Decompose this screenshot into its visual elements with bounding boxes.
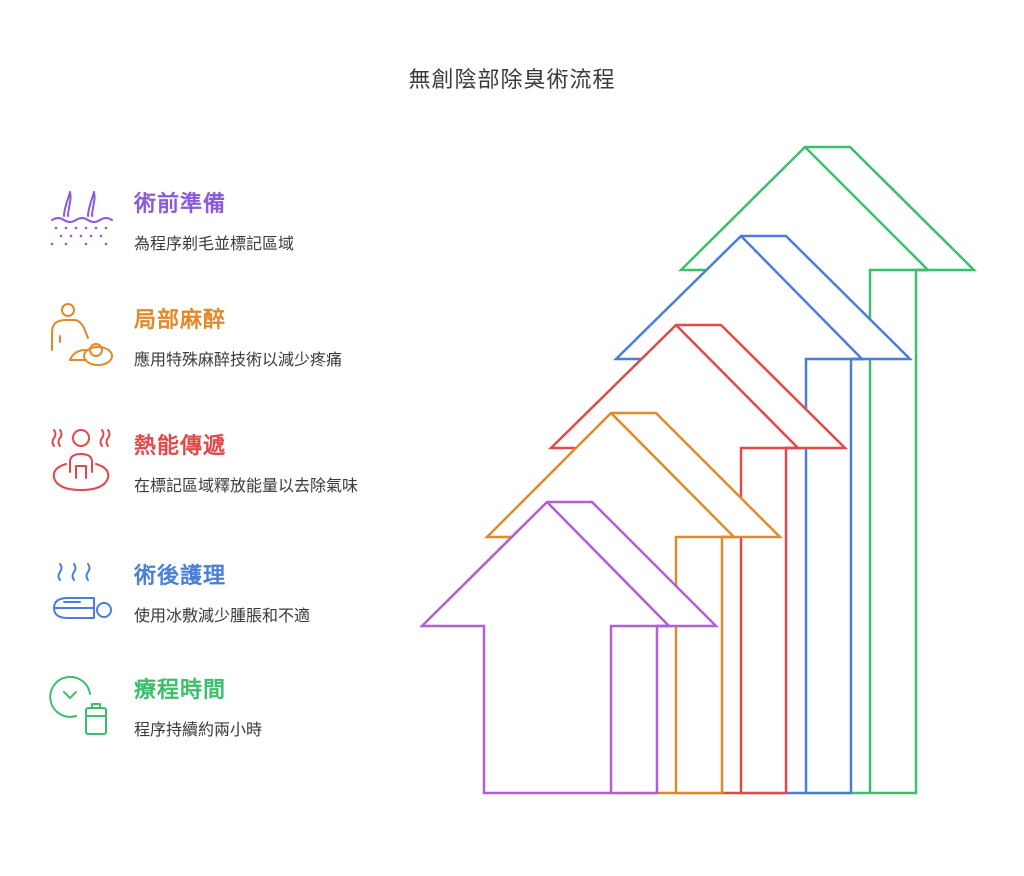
- patient-care-icon: [51, 303, 113, 366]
- step-duration: 療程時間 程序持續約兩小時: [46, 672, 406, 752]
- step-title: 術後護理: [134, 564, 227, 589]
- arrow-purple: [418, 500, 720, 795]
- step-description: 程序持續約兩小時: [134, 720, 263, 739]
- step-description: 應用特殊麻醉技術以減少疼痛: [134, 350, 343, 369]
- step-energy: 熱能傳遞 在標記區域釋放能量以去除氣味: [46, 428, 406, 528]
- step-title: 局部麻醉: [134, 308, 227, 333]
- cold-compress-icon: [53, 563, 112, 619]
- hair-removal-icon: [50, 191, 113, 246]
- step-title: 熱能傳遞: [134, 434, 227, 459]
- step-description: 使用冰敷減少腫脹和不適: [134, 606, 311, 625]
- step-description: 為程序剃毛並標記區域: [134, 234, 295, 253]
- step-title: 療程時間: [134, 678, 227, 703]
- page-title: 無創陰部除臭術流程: [408, 68, 616, 93]
- step-title: 術前準備: [134, 192, 227, 217]
- step-preparation: 術前準備 為程序剃毛並標記區域: [46, 186, 406, 266]
- clock-battery-icon: [49, 675, 107, 735]
- step-anesthesia: 局部麻醉 應用特殊麻醉技術以減少疼痛: [46, 302, 406, 402]
- step-description: 在標記區域釋放能量以去除氣味: [134, 476, 359, 495]
- heat-treatment-icon: [51, 429, 111, 491]
- step-aftercare: 術後護理 使用冰敷減少腫脹和不適: [46, 558, 406, 638]
